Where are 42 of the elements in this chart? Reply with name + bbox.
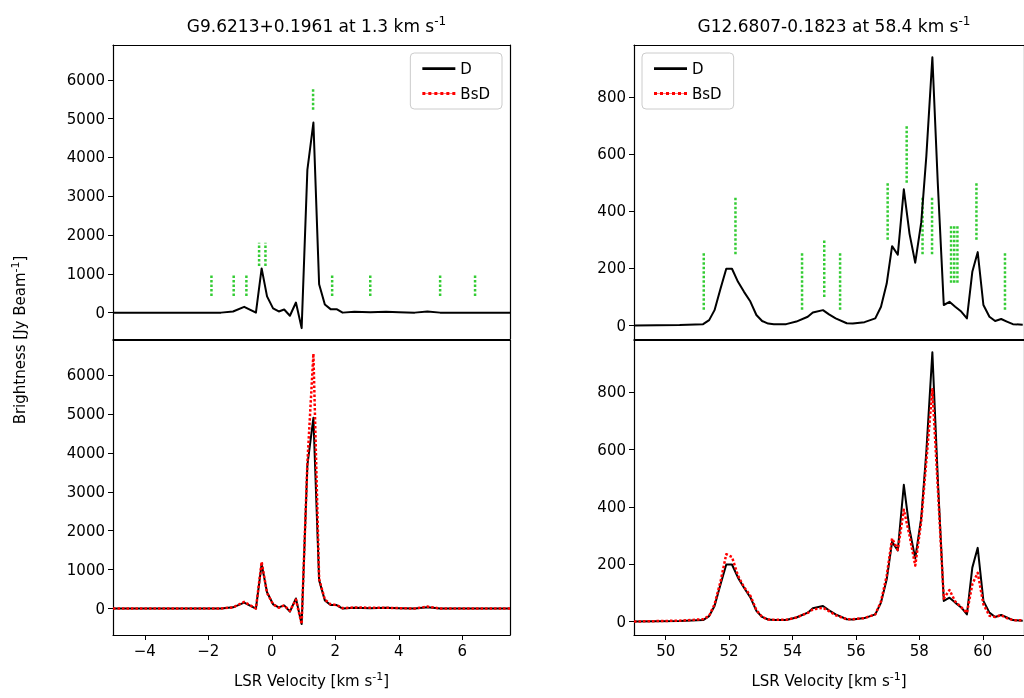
y-tick-label: 200 xyxy=(597,555,626,574)
legend-label: BsD xyxy=(692,84,722,103)
y-tick-label: 0 xyxy=(95,303,105,322)
y-tick-label: 1000 xyxy=(66,264,105,283)
x-tick-label: −4 xyxy=(133,641,156,660)
y-tick-label: 5000 xyxy=(66,109,105,128)
y-tick-label: 6000 xyxy=(66,366,105,385)
y-tick-label: 0 xyxy=(616,316,626,335)
x-tick-label: 58 xyxy=(909,641,929,660)
x-tick-label: 0 xyxy=(267,641,277,660)
y-tick-label: 200 xyxy=(597,259,626,278)
line-series xyxy=(111,352,512,626)
x-tick-label: 60 xyxy=(973,641,993,660)
x-tick-label: 2 xyxy=(330,641,341,660)
y-tick-label: 1000 xyxy=(66,560,105,579)
y-tick-label: 6000 xyxy=(66,70,105,89)
x-tick-label: 52 xyxy=(719,641,739,660)
x-tick-label: −2 xyxy=(197,641,220,660)
y-axis-title: Brightness [Jy Beam-1] xyxy=(9,255,29,425)
x-tick-label: 54 xyxy=(782,641,803,660)
y-tick-label: 4000 xyxy=(66,443,105,462)
y-tick-label: 0 xyxy=(616,612,626,631)
y-tick-label: 400 xyxy=(597,497,626,516)
legend-label: D xyxy=(460,59,472,78)
y-tick-label: 4000 xyxy=(66,148,105,167)
y-tick-label: 5000 xyxy=(66,404,105,423)
x-tick-label: 50 xyxy=(656,641,676,660)
y-tick-label: 2000 xyxy=(66,521,105,540)
y-tick-label: 800 xyxy=(597,88,626,106)
y-tick-label: 0 xyxy=(95,599,105,618)
y-tick-label: 600 xyxy=(597,440,626,459)
x-tick-label: 4 xyxy=(394,641,404,660)
x-tick-label: 6 xyxy=(457,641,468,660)
y-tick-label: 400 xyxy=(597,202,626,221)
y-tick-label: 3000 xyxy=(66,482,105,501)
y-tick-label: 3000 xyxy=(66,187,105,206)
legend-label: BsD xyxy=(460,84,490,103)
x-tick-label: 56 xyxy=(846,641,866,660)
legend-label: D xyxy=(692,59,704,78)
y-tick-label: 800 xyxy=(597,383,626,402)
y-tick-label: 2000 xyxy=(66,226,105,245)
y-tick-label: 600 xyxy=(597,145,626,164)
